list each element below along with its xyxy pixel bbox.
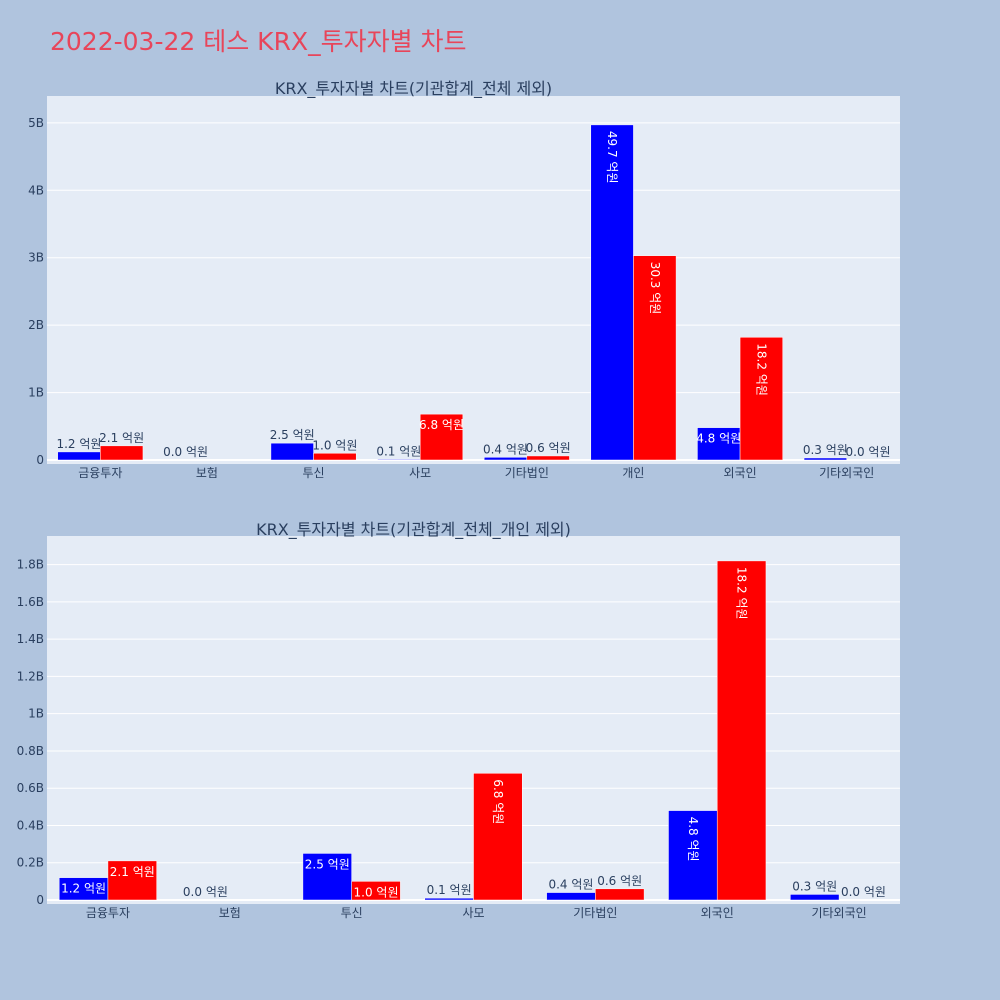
data-label: 0.0 억원 bbox=[183, 885, 228, 899]
data-label: 0.0 억원 bbox=[841, 885, 886, 899]
bar bbox=[302, 853, 352, 901]
data-label: 0.0 억원 bbox=[846, 445, 891, 459]
x-tick-label: 사모 bbox=[462, 906, 484, 920]
y-tick-label: 1B bbox=[28, 707, 44, 721]
y-tick-label: 1.8B bbox=[17, 558, 44, 572]
x-tick-label: 외국인 bbox=[701, 906, 734, 920]
bar bbox=[633, 255, 677, 461]
x-tick-label: 기타외국인 bbox=[811, 906, 866, 920]
data-label: 2.1 억원 bbox=[99, 431, 144, 445]
y-tick-label: 4B bbox=[28, 183, 44, 197]
data-label: 1.0 억원 bbox=[354, 885, 399, 899]
chart-title: KRX_투자자별 차트(기관합계_전체 제외) bbox=[275, 79, 552, 99]
x-tick-label: 기타법인 bbox=[573, 906, 617, 920]
y-tick-label: 0.8B bbox=[17, 744, 44, 758]
data-label: 1.0 억원 bbox=[312, 438, 357, 452]
x-tick-label: 외국인 bbox=[724, 466, 757, 480]
x-tick-label: 보험 bbox=[196, 466, 218, 480]
x-tick-label: 보험 bbox=[219, 906, 241, 920]
bar bbox=[546, 892, 596, 901]
y-tick-label: 0 bbox=[36, 893, 44, 907]
bar bbox=[419, 413, 464, 461]
y-tick-label: 2B bbox=[28, 318, 44, 332]
y-tick-label: 5B bbox=[28, 116, 44, 130]
x-tick-label: 투신 bbox=[303, 466, 325, 480]
data-label: 0.0 억원 bbox=[163, 445, 208, 459]
y-tick-label: 0.4B bbox=[17, 818, 44, 832]
bar bbox=[483, 457, 528, 461]
data-label: 1.2 억원 bbox=[61, 882, 106, 896]
data-label: 1.2 억원 bbox=[56, 437, 101, 451]
y-tick-label: 1B bbox=[28, 386, 44, 400]
bar bbox=[526, 455, 570, 461]
bar bbox=[803, 457, 847, 461]
chart-title: KRX_투자자별 차트(기관합계_전체_개인 제외) bbox=[256, 520, 571, 540]
data-label: 4.8 억원 bbox=[696, 432, 741, 446]
data-label: 2.1 억원 bbox=[110, 865, 155, 879]
bar bbox=[716, 560, 767, 901]
data-label: 0.4 억원 bbox=[548, 878, 593, 892]
bar bbox=[595, 888, 645, 901]
data-label: 0.4 억원 bbox=[483, 442, 528, 456]
y-tick-label: 1.6B bbox=[17, 595, 44, 609]
data-label: 6.8 억원 bbox=[419, 418, 464, 432]
y-tick-label: 0 bbox=[36, 453, 44, 467]
x-tick-label: 개인 bbox=[622, 466, 644, 480]
y-tick-label: 0.2B bbox=[17, 856, 44, 870]
data-label: 2.5 억원 bbox=[305, 857, 350, 871]
bar bbox=[668, 810, 718, 901]
data-label: 18.2 억원 bbox=[754, 343, 768, 396]
bar bbox=[100, 445, 144, 461]
y-tick-label: 1.4B bbox=[17, 632, 44, 646]
x-tick-label: 투신 bbox=[341, 906, 363, 920]
x-tick-label: 사모 bbox=[409, 466, 431, 480]
data-label: 30.3 억원 bbox=[648, 262, 662, 315]
x-tick-label: 금융투자 bbox=[78, 466, 122, 480]
bar bbox=[377, 459, 421, 461]
data-label: 0.1 억원 bbox=[376, 444, 421, 458]
y-tick-label: 0.6B bbox=[17, 781, 44, 795]
bar bbox=[739, 337, 783, 461]
data-label: 0.1 억원 bbox=[427, 883, 472, 897]
page-title: 2022-03-22 테스 KRX_투자자별 차트 bbox=[50, 27, 467, 56]
y-tick-label: 1.2B bbox=[17, 669, 44, 683]
data-label: 49.7 억원 bbox=[605, 131, 619, 184]
data-label: 0.6 억원 bbox=[526, 441, 571, 455]
bar bbox=[107, 860, 157, 901]
data-label: 4.8 억원 bbox=[686, 817, 700, 862]
bar bbox=[590, 124, 634, 461]
y-tick-label: 3B bbox=[28, 251, 44, 265]
bar bbox=[351, 881, 401, 901]
bar bbox=[270, 442, 314, 461]
bar bbox=[57, 451, 101, 461]
x-tick-label: 기타법인 bbox=[505, 466, 549, 480]
x-tick-label: 기타외국인 bbox=[819, 466, 874, 480]
bar bbox=[313, 453, 357, 461]
bar bbox=[697, 427, 741, 461]
data-label: 2.5 억원 bbox=[270, 428, 315, 442]
chart-1: KRX_투자자별 차트(기관합계_전체 제외) 0 1B 2B 3B 4B 5B 금융투자 1.… bbox=[28, 79, 900, 480]
data-label: 6.8 억원 bbox=[491, 779, 505, 824]
data-label: 18.2 억원 bbox=[735, 567, 749, 620]
x-tick-label: 금융투자 bbox=[86, 906, 130, 920]
data-label: 0.6 억원 bbox=[597, 874, 642, 888]
data-label: 0.3 억원 bbox=[792, 879, 837, 893]
bar bbox=[790, 894, 840, 901]
data-label: 0.3 억원 bbox=[803, 443, 848, 457]
bar bbox=[424, 897, 474, 901]
chart-2: KRX_투자자별 차트(기관합계_전체_개인 제외) 0 0.2B 0.4B 0.6B 0… bbox=[17, 520, 900, 920]
bar bbox=[473, 773, 523, 901]
